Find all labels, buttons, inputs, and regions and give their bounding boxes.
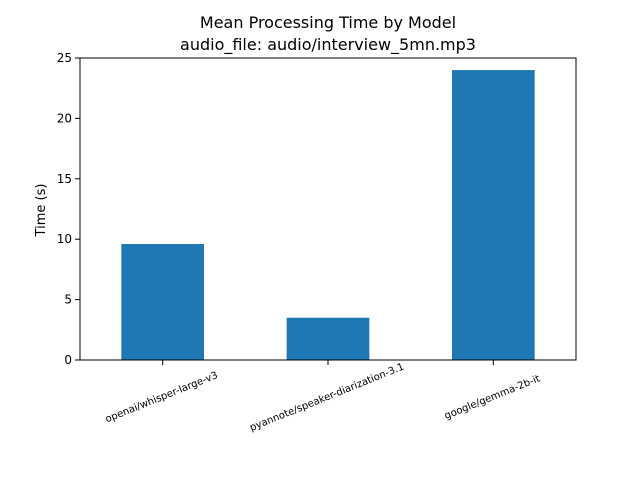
chart-subtitle: audio_file: audio/interview_5mn.mp3 [180, 35, 476, 55]
plot-area: 0 5 10 15 20 25 openai/whisper-large-v3 pyannot… [57, 51, 577, 434]
bar-1 [121, 244, 204, 360]
x-tick-label: google/gemma-2b-it [443, 373, 542, 421]
y-tick-label: 0 [64, 353, 72, 367]
y-tick-label: 5 [64, 293, 72, 307]
y-tick-label: 25 [57, 51, 72, 65]
x-tick-label: pyannote/speaker-diarization-3.1 [248, 362, 405, 434]
bar-3 [452, 70, 535, 360]
chart-title: Mean Processing Time by Model [200, 13, 456, 32]
y-tick-label: 10 [57, 232, 72, 246]
x-tick-label: openai/whisper-large-v3 [104, 370, 220, 425]
y-axis-label: Time (s) [34, 184, 49, 238]
bar-2 [286, 317, 370, 360]
y-tick-label: 15 [57, 172, 72, 186]
y-tick-label: 20 [57, 111, 72, 125]
